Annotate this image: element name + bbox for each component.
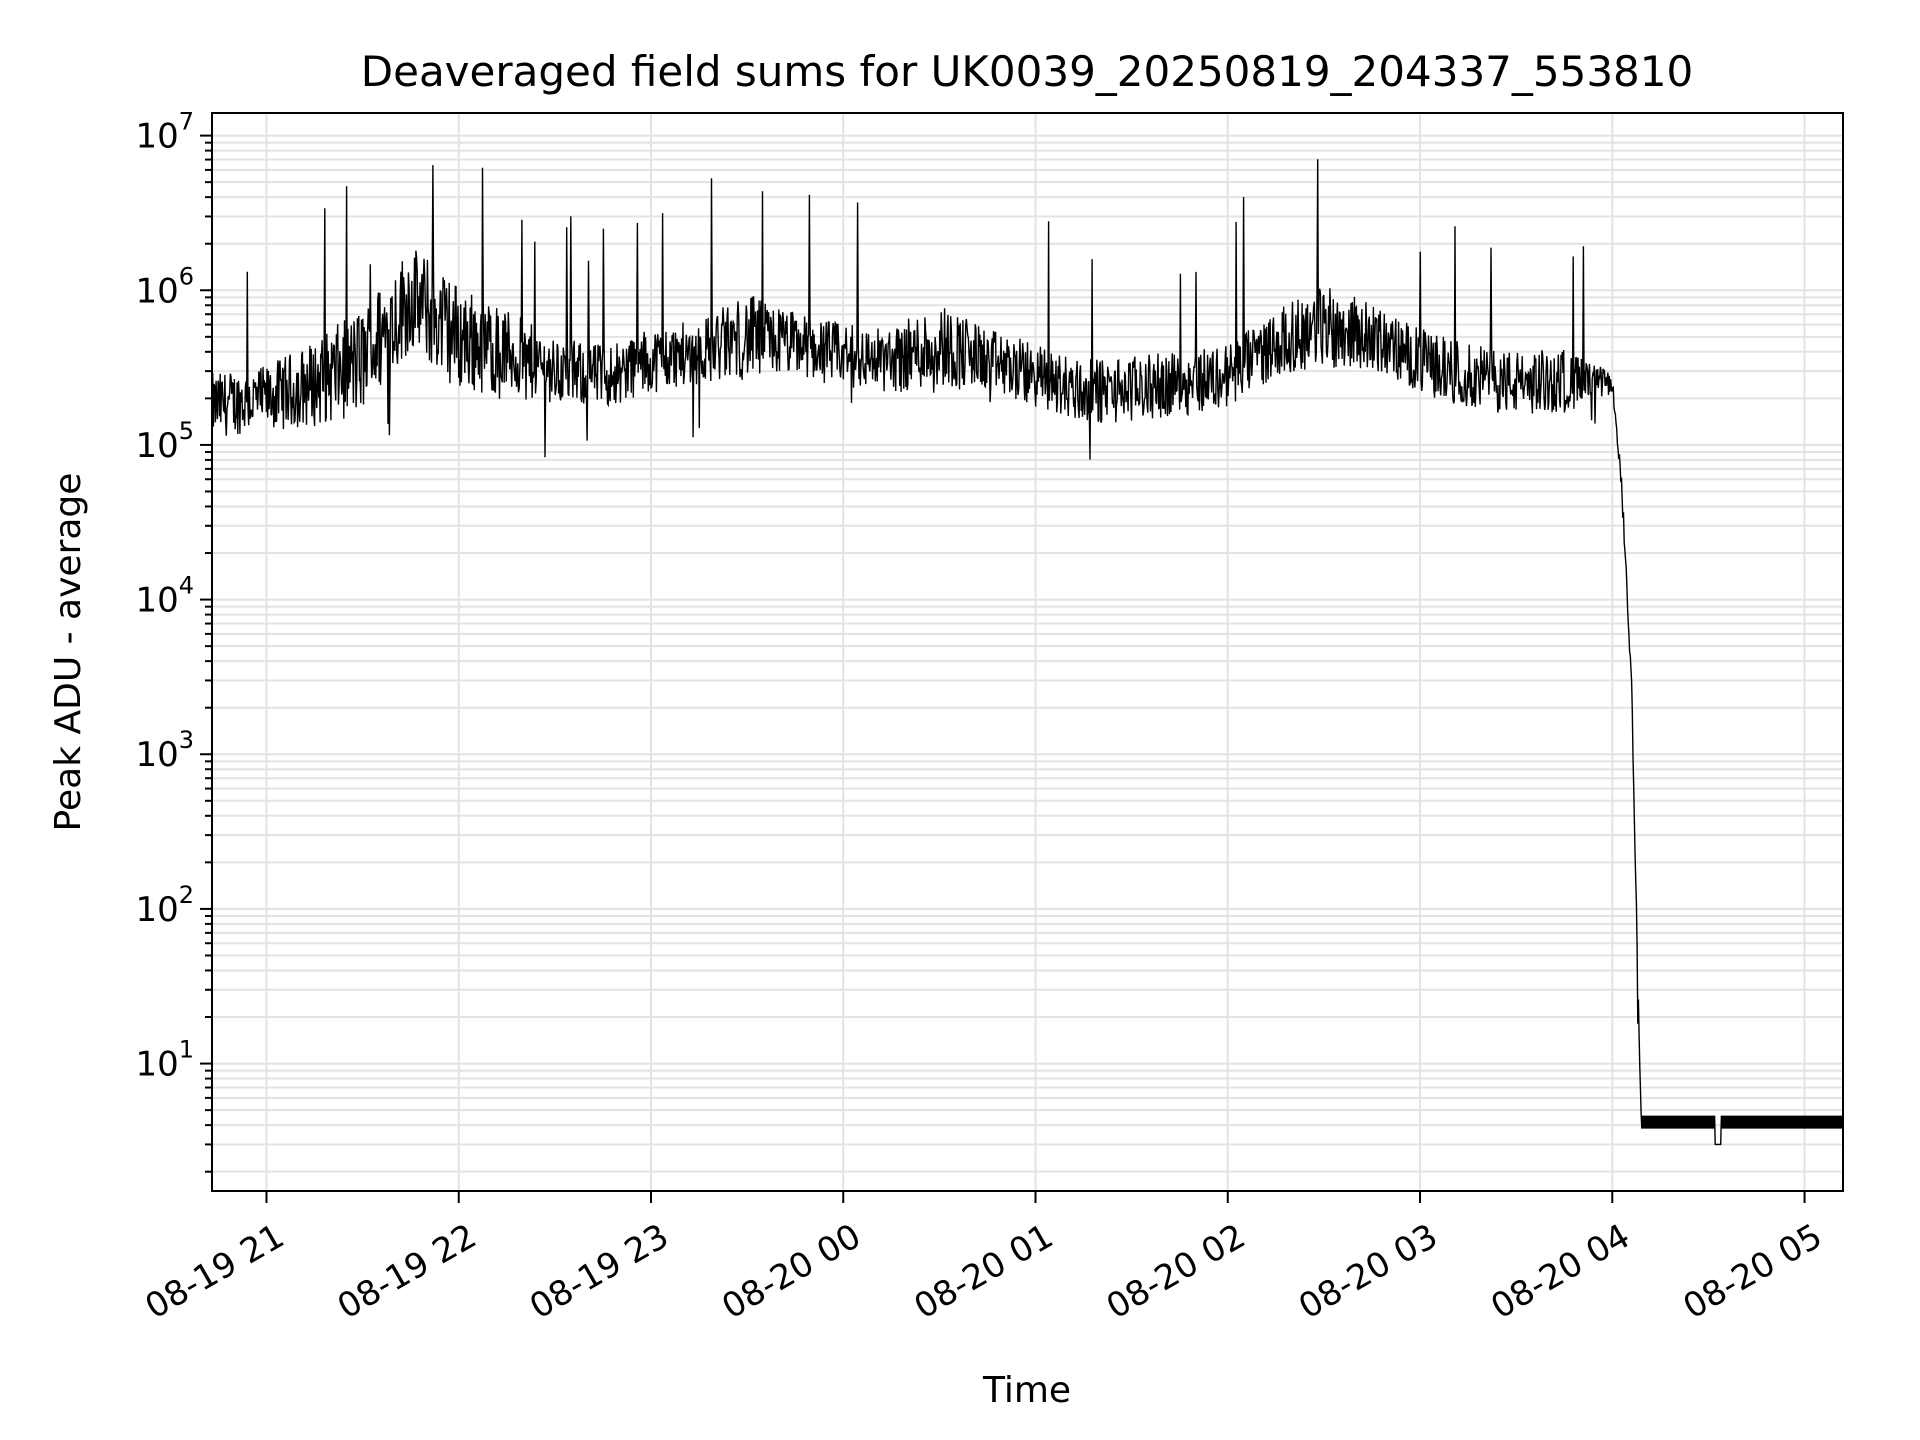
x-tick-label: 08-20 03 [1292, 1216, 1444, 1327]
y-tick-base: 10 [135, 426, 178, 466]
y-tick-base: 10 [135, 117, 178, 157]
x-tick-label: 08-20 01 [908, 1216, 1060, 1327]
x-tick-label: 08-20 02 [1100, 1216, 1252, 1327]
y-tick-label: 106 [135, 262, 194, 311]
series-layer [211, 159, 1844, 1146]
x-tick-label: 08-19 23 [523, 1216, 675, 1327]
y-tick-exp: 2 [179, 881, 194, 909]
y-tick-base: 10 [135, 1045, 178, 1085]
y-tick-exp: 1 [179, 1036, 194, 1064]
y-tick-base: 10 [135, 581, 178, 621]
y-tick-exp: 4 [179, 572, 194, 600]
x-tick-label: 08-20 00 [715, 1216, 867, 1327]
grid [212, 113, 1843, 1191]
y-axis-label: Peak ADU - average [48, 473, 89, 832]
y-tick-base: 10 [135, 271, 178, 311]
chart-title: Deaveraged field sums for UK0039_2025081… [361, 47, 1693, 96]
series-line [211, 159, 1844, 1146]
y-tick-exp: 5 [179, 417, 194, 445]
y-tick-label: 105 [135, 417, 194, 466]
y-tick-label: 107 [135, 108, 194, 157]
y-tick-exp: 6 [179, 262, 194, 290]
y-tick-label: 104 [135, 572, 194, 621]
x-tick-label: 08-20 04 [1484, 1216, 1636, 1327]
y-tick-exp: 3 [179, 726, 194, 754]
plot-frame [211, 112, 1844, 1192]
x-axis-label: Time [982, 1370, 1071, 1411]
x-tick-label: 08-20 05 [1677, 1216, 1829, 1327]
y-tick-label: 101 [135, 1036, 194, 1085]
y-tick-label: 103 [135, 726, 194, 775]
y-tick-base: 10 [135, 890, 178, 930]
y-tick-exp: 7 [179, 108, 194, 136]
x-axis-ticks: 08-19 21 08-19 22 08-19 23 08-20 00 08-20 01… [139, 1191, 1829, 1327]
y-tick-base: 10 [135, 735, 178, 775]
y-tick-label: 102 [135, 881, 194, 930]
x-tick-label: 08-19 21 [139, 1216, 291, 1327]
x-tick-label: 08-19 22 [331, 1216, 483, 1327]
